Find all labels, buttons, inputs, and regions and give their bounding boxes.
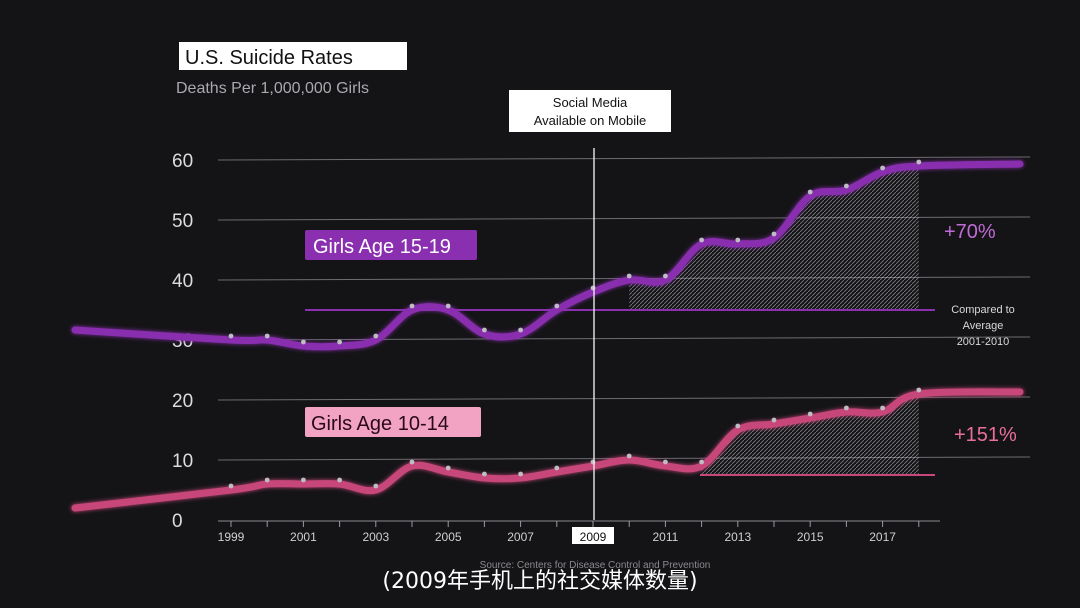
baseline-note-line-3: 2001-2010	[957, 336, 1010, 348]
y-tick-label-0: 0	[172, 511, 183, 532]
series-1-point-2000	[264, 477, 270, 483]
y-tick-label-10: 10	[172, 451, 193, 472]
gridline-30	[217, 336, 1031, 341]
x-tick-label-2009: 2009	[580, 530, 607, 544]
title-box	[179, 42, 407, 70]
series-label-box-10-14	[305, 407, 481, 437]
series-1-point-2017	[880, 405, 885, 411]
event-label-line-1: Social Media	[553, 95, 628, 110]
y-tick-label-50: 50	[172, 211, 193, 232]
x-tick-label-2005: 2005	[435, 530, 462, 544]
series-1-point-2004	[409, 459, 415, 465]
series-group	[71, 159, 1024, 512]
series-0-point-2015	[807, 189, 813, 195]
series-1-point-2008	[554, 465, 560, 471]
series-0	[71, 159, 1024, 351]
series-1-point-2006	[482, 471, 487, 477]
change-label-10-14: +151%	[954, 424, 1017, 446]
baseline-note-line-1: Compared to	[951, 304, 1015, 316]
series-label-10-14: Girls Age 10-14	[311, 413, 449, 435]
series-0-point-2001	[301, 339, 306, 345]
source-note: Source: Centers for Disease Control and …	[480, 560, 711, 571]
y-tick-label-60: 60	[172, 151, 193, 172]
chart-subtitle: Deaths Per 1,000,000 Girls	[176, 80, 369, 97]
series-0-point-2007	[518, 327, 523, 333]
x-tick-label-2017: 2017	[869, 530, 896, 544]
series-1-point-1999	[228, 483, 234, 489]
series-0-point-2006	[482, 327, 487, 333]
x-tick-label-2007: 2007	[507, 530, 534, 544]
series-1-point-2005	[445, 465, 451, 471]
x-tick-label-2011: 2011	[652, 530, 678, 544]
series-1-point-2010	[626, 453, 632, 459]
series-1-point-2003	[373, 483, 379, 489]
x-tick-label-1999: 1999	[218, 530, 245, 544]
x-tick-label-2015: 2015	[797, 530, 824, 544]
series-0-point-2008	[554, 303, 560, 309]
series-1-point-2015	[807, 411, 813, 417]
series-0-point-2002	[337, 339, 342, 345]
series-1-point-2002	[337, 477, 342, 483]
series-label-box-15-19	[305, 230, 477, 260]
change-label-15-19: +70%	[944, 221, 996, 243]
series-0-point-2003	[373, 333, 379, 339]
series-0-point-2013	[735, 237, 741, 243]
series-0-point-2000	[264, 333, 270, 339]
x-tick-highlight-box	[572, 527, 614, 544]
series-0-point-1999	[228, 333, 234, 339]
y-tick-label-40: 40	[172, 271, 193, 292]
gridline-20	[217, 396, 1031, 401]
series-1-point-2014	[771, 417, 777, 423]
gridline-60	[217, 156, 1031, 161]
series-0-point-2012	[699, 237, 704, 243]
series-1	[71, 387, 1024, 512]
chart-title: U.S. Suicide Rates	[185, 47, 353, 69]
series-0-point-2011	[663, 273, 668, 279]
series-1-point-2018	[916, 387, 922, 393]
event-label-line-2: Available on Mobile	[534, 113, 647, 128]
x-tick-label-2013: 2013	[724, 530, 751, 544]
series-0-line	[71, 160, 1024, 351]
series-0-point-2017	[880, 165, 885, 171]
series-1-line	[71, 388, 1024, 512]
series-1-point-2012	[699, 459, 704, 465]
subtitle-caption: (2009年手机上的社交媒体数量)	[382, 569, 697, 594]
series-1-point-2011	[663, 459, 668, 465]
series-0-point-2014	[771, 231, 777, 237]
series-0-point-2016	[844, 183, 849, 189]
series-label-15-19: Girls Age 15-19	[313, 236, 451, 258]
series-0-point-2004	[409, 303, 415, 309]
event-label-box	[509, 90, 671, 132]
x-axis-ticks: 1999 2001 2003 2005 2007 2009 2011 2013 2015 2017	[218, 520, 940, 544]
series-0-point-2010	[626, 273, 632, 279]
series-0-point-2018	[916, 159, 922, 165]
series-0-point-2005	[445, 303, 451, 309]
baseline-note-line-2: Average	[963, 320, 1004, 332]
x-tick-label-2001: 2001	[290, 530, 317, 544]
series-1-point-2001	[301, 477, 306, 483]
y-tick-label-20: 20	[172, 391, 193, 412]
series-1-point-2016	[844, 405, 849, 411]
series-1-point-2013	[735, 423, 741, 429]
series-1-point-2007	[518, 471, 523, 477]
x-tick-label-2003: 2003	[362, 530, 389, 544]
